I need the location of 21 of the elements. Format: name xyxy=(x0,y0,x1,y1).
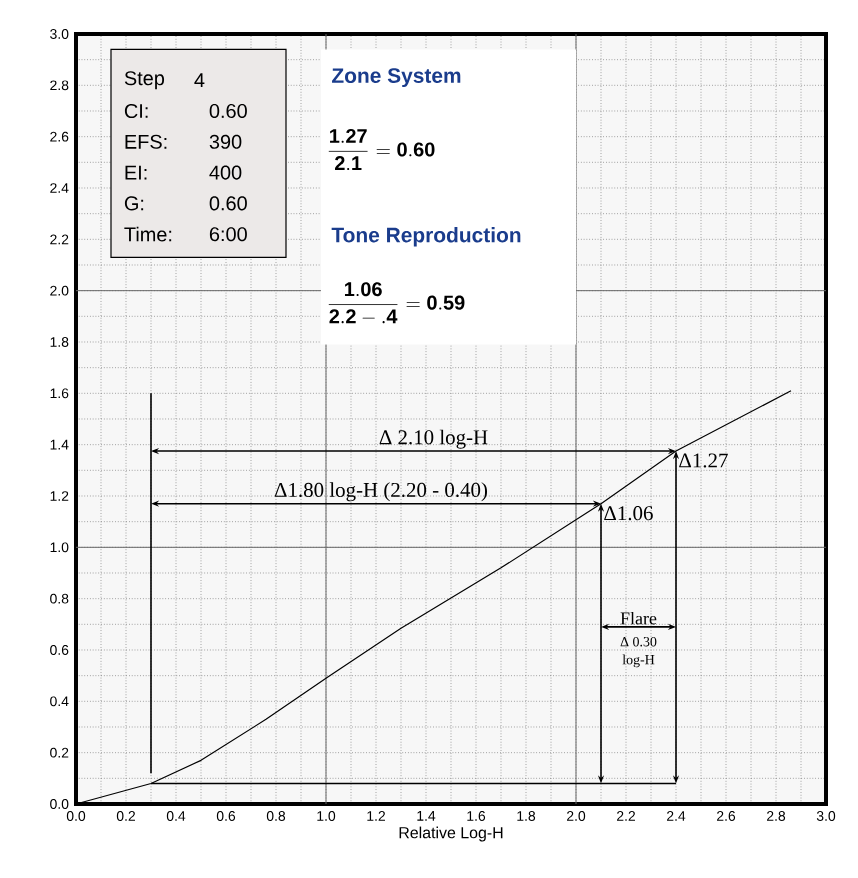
annotation: Δ1.80 log-H (2.20 - 0.40) xyxy=(274,482,488,502)
annotation: 400 xyxy=(209,165,242,180)
annotation: Flare xyxy=(620,611,657,625)
annotation: $\frac{\mathbf{1.06}}{\mathbf{2.2 - .4}} = \mathbf{0.59}$ xyxy=(328,282,465,324)
annotation: Step xyxy=(124,71,165,90)
annotation: Tone Reproduction xyxy=(331,227,521,247)
annotation: 6:00 xyxy=(209,227,247,242)
annotation: Zone System xyxy=(332,68,461,88)
annotation: $\frac{\mathbf{1.27}}{\mathbf{2.1}} = \mathbf{0.60}$ xyxy=(328,128,435,171)
annotation: Δ1.06 xyxy=(604,506,653,521)
annotation: 4 xyxy=(194,73,205,88)
annotation: Δ1.27 xyxy=(679,453,728,468)
annotation: Δ 2.10 log-H xyxy=(379,429,488,449)
annotation: G: xyxy=(124,196,144,211)
annotation: 390 xyxy=(209,134,242,149)
annotation: EFS: xyxy=(125,134,167,149)
annotation: CI: xyxy=(124,103,148,119)
annotation: 0.60 xyxy=(209,196,247,211)
annotation: Time: xyxy=(124,226,172,242)
annotation: 0.60 xyxy=(209,103,247,119)
annotation: EI: xyxy=(125,165,147,180)
